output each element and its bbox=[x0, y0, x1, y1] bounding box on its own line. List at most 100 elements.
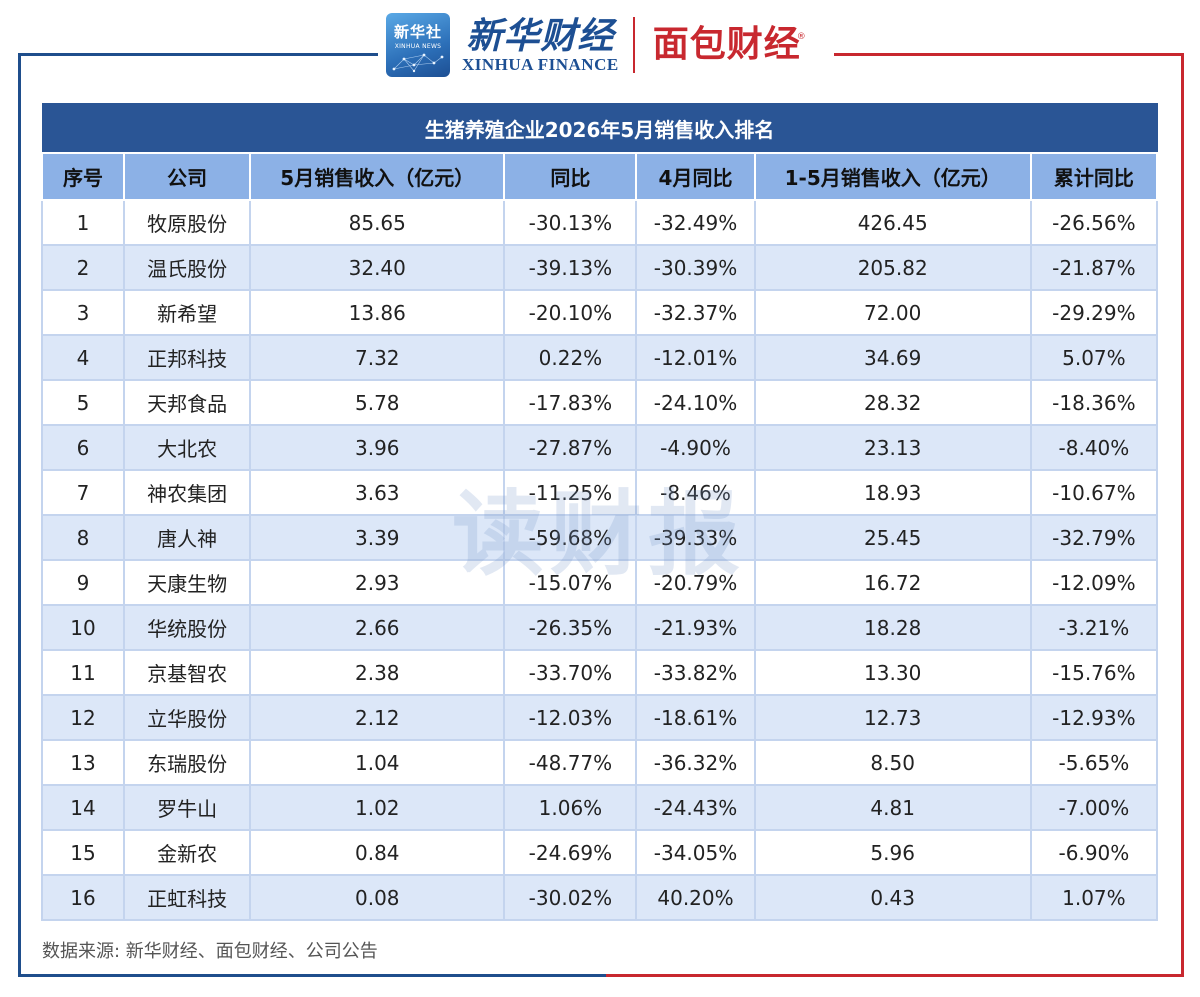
table-row: 2 温氏股份 32.40 -39.13% -30.39% 205.82 -21.87% bbox=[40, 244, 1159, 291]
table-cell: -11.25% bbox=[503, 469, 638, 516]
table-cell: 9 bbox=[40, 559, 126, 606]
table-cell: 天康生物 bbox=[123, 559, 252, 606]
table-cell: 8 bbox=[40, 514, 126, 561]
table-cell: 23.13 bbox=[753, 424, 1032, 471]
table-cell: -18.36% bbox=[1029, 379, 1159, 426]
xinhua-logo-cn: 新华社 bbox=[393, 23, 442, 41]
table-row: 16 正虹科技 0.08 -30.02% 40.20% 0.43 1.07% bbox=[40, 874, 1159, 921]
sales-ranking-table: 生猪养殖企业2026年5月销售收入排名 序号 公司 5月销售收入（亿元） 同比 4月同比… bbox=[40, 103, 1159, 921]
table-cell: -15.07% bbox=[503, 559, 638, 606]
table-cell: 1.06% bbox=[503, 784, 638, 831]
table-cell: 0.43 bbox=[753, 874, 1032, 921]
table-cell: -39.33% bbox=[635, 514, 756, 561]
table-cell: -29.29% bbox=[1029, 289, 1159, 336]
table-cell: 205.82 bbox=[753, 244, 1032, 291]
table-row: 9 天康生物 2.93 -15.07% -20.79% 16.72 -12.09% bbox=[40, 559, 1159, 606]
table-row: 11 京基智农 2.38 -33.70% -33.82% 13.30 -15.76% bbox=[40, 649, 1159, 696]
table-cell: 13.30 bbox=[753, 649, 1032, 696]
column-header: 5月销售收入（亿元） bbox=[249, 152, 506, 201]
table-cell: 1 bbox=[40, 199, 126, 246]
table-cell: -24.10% bbox=[635, 379, 756, 426]
table-cell: 14 bbox=[40, 784, 126, 831]
xinhua-logo-en: XINHUA NEWS bbox=[394, 43, 442, 50]
table-row: 10 华统股份 2.66 -26.35% -21.93% 18.28 -3.21% bbox=[40, 604, 1159, 651]
brand-header: 新华社 XINHUA NEWS 新华财经 XINHUA FINANCE 面包财经… bbox=[386, 10, 806, 80]
table-cell: -15.76% bbox=[1029, 649, 1159, 696]
frame-left-border bbox=[18, 53, 606, 977]
table-header-row: 序号 公司 5月销售收入（亿元） 同比 4月同比 1-5月销售收入（亿元） 累计同比 bbox=[40, 152, 1159, 201]
table-cell: 32.40 bbox=[249, 244, 506, 291]
table-cell: 3.96 bbox=[249, 424, 506, 471]
table-cell: 40.20% bbox=[635, 874, 756, 921]
header-mask bbox=[378, 44, 834, 64]
table-cell: 6 bbox=[40, 424, 126, 471]
table-cell: 10 bbox=[40, 604, 126, 651]
table-cell: 3 bbox=[40, 289, 126, 336]
table-cell: 华统股份 bbox=[123, 604, 252, 651]
table-row: 4 正邦科技 7.32 0.22% -12.01% 34.69 5.07% bbox=[40, 334, 1159, 381]
table-cell: -39.13% bbox=[503, 244, 638, 291]
table-cell: 神农集团 bbox=[123, 469, 252, 516]
column-header: 累计同比 bbox=[1029, 152, 1159, 201]
table-cell: 11 bbox=[40, 649, 126, 696]
table-cell: -24.69% bbox=[503, 829, 638, 876]
table-cell: 0.22% bbox=[503, 334, 638, 381]
table-cell: -33.82% bbox=[635, 649, 756, 696]
table-title: 生猪养殖企业2026年5月销售收入排名 bbox=[41, 103, 1158, 154]
table-cell: 1.02 bbox=[249, 784, 506, 831]
table-cell: -5.65% bbox=[1029, 739, 1159, 786]
table-cell: -48.77% bbox=[503, 739, 638, 786]
data-source-note: 数据来源: 新华财经、面包财经、公司公告 bbox=[42, 941, 378, 962]
table-cell: 2.66 bbox=[249, 604, 506, 651]
frame-right-border bbox=[606, 53, 1184, 977]
table-cell: 5.78 bbox=[249, 379, 506, 426]
table-cell: 8.50 bbox=[753, 739, 1032, 786]
table-cell: -24.43% bbox=[635, 784, 756, 831]
network-dots-icon bbox=[392, 53, 444, 73]
table-row: 3 新希望 13.86 -20.10% -32.37% 72.00 -29.29% bbox=[40, 289, 1159, 336]
column-header: 4月同比 bbox=[635, 152, 756, 201]
table-cell: 85.65 bbox=[249, 199, 506, 246]
table-cell: 2 bbox=[40, 244, 126, 291]
table-row: 14 罗牛山 1.02 1.06% -24.43% 4.81 -7.00% bbox=[40, 784, 1159, 831]
table-cell: -21.93% bbox=[635, 604, 756, 651]
column-header: 序号 bbox=[40, 152, 126, 201]
table-cell: -12.01% bbox=[635, 334, 756, 381]
table-cell: -18.61% bbox=[635, 694, 756, 741]
table-cell: -32.79% bbox=[1029, 514, 1159, 561]
xinhua-finance-en: XINHUA FINANCE bbox=[462, 55, 619, 74]
table-cell: 新希望 bbox=[123, 289, 252, 336]
table-cell: 28.32 bbox=[753, 379, 1032, 426]
table-cell: 正虹科技 bbox=[123, 874, 252, 921]
table-cell: 4.81 bbox=[753, 784, 1032, 831]
table-cell: -26.35% bbox=[503, 604, 638, 651]
table-cell: 16 bbox=[40, 874, 126, 921]
table-cell: 13 bbox=[40, 739, 126, 786]
table-cell: 唐人神 bbox=[123, 514, 252, 561]
table-cell: 金新农 bbox=[123, 829, 252, 876]
table-cell: -36.32% bbox=[635, 739, 756, 786]
table-cell: 1.04 bbox=[249, 739, 506, 786]
table-cell: 5.07% bbox=[1029, 334, 1159, 381]
table-cell: -33.70% bbox=[503, 649, 638, 696]
table-cell: 大北农 bbox=[123, 424, 252, 471]
table-cell: -26.56% bbox=[1029, 199, 1159, 246]
table-cell: -12.09% bbox=[1029, 559, 1159, 606]
table-cell: -3.21% bbox=[1029, 604, 1159, 651]
table-row: 13 东瑞股份 1.04 -48.77% -36.32% 8.50 -5.65% bbox=[40, 739, 1159, 786]
table-cell: -21.87% bbox=[1029, 244, 1159, 291]
table-cell: 正邦科技 bbox=[123, 334, 252, 381]
table-body: 1 牧原股份 85.65 -30.13% -32.49% 426.45 -26.56% 2 温氏… bbox=[40, 199, 1159, 921]
table-cell: 4 bbox=[40, 334, 126, 381]
table-cell: -30.02% bbox=[503, 874, 638, 921]
table-cell: 京基智农 bbox=[123, 649, 252, 696]
registered-mark: ® bbox=[796, 32, 807, 42]
table-cell: -8.46% bbox=[635, 469, 756, 516]
table-cell: 0.08 bbox=[249, 874, 506, 921]
table-cell: 15 bbox=[40, 829, 126, 876]
table-cell: 18.28 bbox=[753, 604, 1032, 651]
table-cell: -20.10% bbox=[503, 289, 638, 336]
table-cell: -59.68% bbox=[503, 514, 638, 561]
table-cell: 12 bbox=[40, 694, 126, 741]
table-cell: -30.13% bbox=[503, 199, 638, 246]
